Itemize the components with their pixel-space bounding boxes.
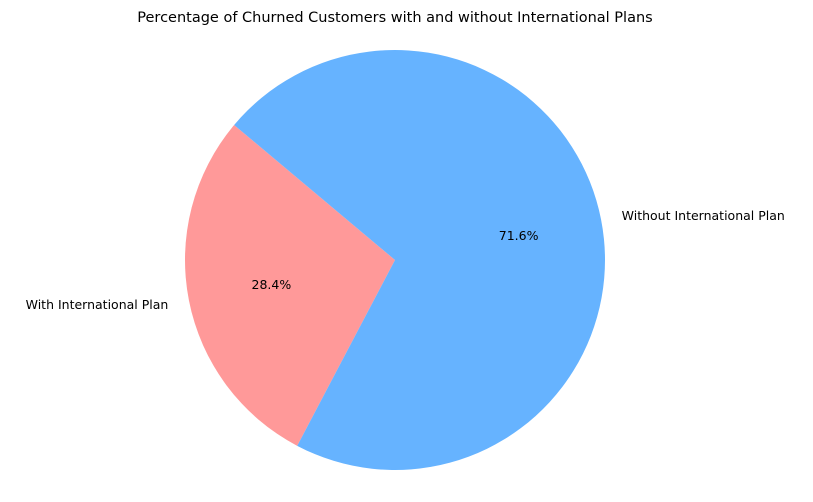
pie-slice-1 [234, 49, 605, 471]
pie-slice-label-0: With International Plan [26, 297, 169, 312]
chart-title: Percentage of Churned Customers with and… [137, 10, 652, 26]
pie-slice-label-1: Without International Plan [622, 208, 785, 223]
pie-slice-pct-label-0: 28.4% [252, 277, 292, 292]
pie-labels: 28.4% With International Plan 71.6% Without… [26, 208, 785, 312]
pie-slice-0 [184, 125, 395, 446]
pie-slice-pct-label-1: 71.6% [499, 228, 539, 243]
pie-slices [184, 49, 605, 471]
